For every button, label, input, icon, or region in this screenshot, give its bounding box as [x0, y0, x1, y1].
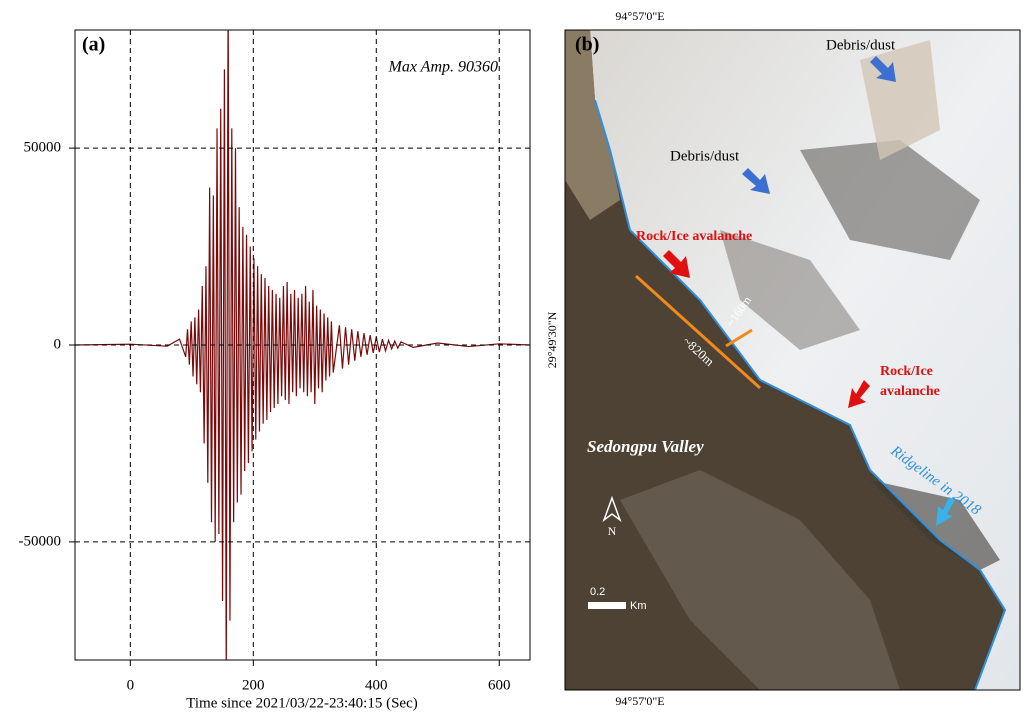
lon-label: 94°57'0"E — [615, 9, 664, 23]
ridgeline-arrow — [936, 497, 955, 526]
annotation: Max Amp. 90360 — [388, 59, 498, 76]
rock-patch — [800, 140, 980, 260]
width-line — [725, 328, 753, 348]
debris-label: Debris/dust — [826, 37, 896, 53]
scale-bar — [588, 602, 626, 609]
lon-label: 94°57'0"E — [615, 694, 664, 708]
rock-patch — [620, 470, 900, 690]
avalanche-label: Rock/Ice — [880, 364, 933, 379]
x-axis-label: Time since 2021/03/22-23:40:15 (Sec) — [186, 695, 418, 711]
panel-label: (b) — [575, 34, 599, 56]
avalanche-arrow — [848, 380, 870, 408]
map — [564, 29, 1021, 691]
length-line — [634, 274, 762, 390]
scale-value: 0.2 — [590, 586, 605, 598]
debris-arrow — [742, 168, 770, 194]
avalanche-label: avalanche — [880, 384, 940, 399]
north-arrow — [602, 495, 622, 523]
x-tick-label: 200 — [242, 677, 265, 693]
avalanche-arrow — [663, 250, 690, 278]
map-frame — [564, 29, 1021, 691]
valley-label: Sedongpu Valley — [587, 437, 704, 456]
avalanche-label: Rock/Ice avalanche — [636, 229, 752, 244]
x-tick-label: 400 — [365, 677, 388, 693]
panel-label: (a) — [82, 34, 105, 56]
y-tick-label: -50000 — [19, 533, 62, 549]
scale-unit: Km — [630, 600, 647, 612]
debris-arrow — [870, 56, 896, 82]
lat-label: 29°49'30"N — [545, 311, 559, 368]
y-tick-label: 0 — [54, 336, 62, 352]
slope-terrain — [565, 30, 620, 220]
rock-patch — [720, 230, 860, 350]
north-label: N — [608, 524, 617, 538]
x-tick-label: 600 — [488, 677, 511, 693]
debris-label: Debris/dust — [670, 148, 740, 164]
ridgeline — [594, 99, 1007, 691]
y-tick-label: 50000 — [24, 140, 62, 156]
waveform — [75, 30, 530, 660]
x-tick-label: 0 — [127, 677, 135, 693]
